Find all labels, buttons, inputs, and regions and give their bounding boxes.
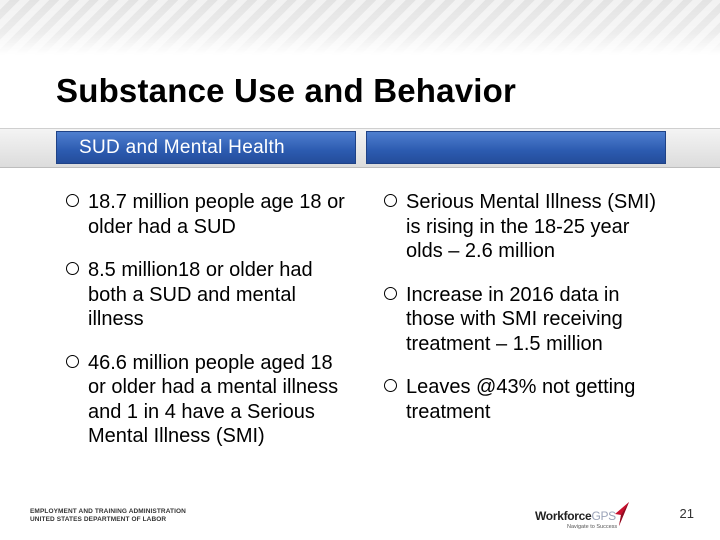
- list-item: 8.5 million18 or older had both a SUD an…: [62, 258, 352, 332]
- circle-bullet-icon: [384, 194, 397, 207]
- list-item: Leaves @43% not getting treatment: [380, 375, 670, 424]
- list-item: Increase in 2016 data in those with SMI …: [380, 283, 670, 357]
- logo-tagline: Navigate to Success: [567, 524, 618, 530]
- bullet-text: 8.5 million18 or older had both a SUD an…: [88, 259, 313, 330]
- circle-bullet-icon: [384, 379, 397, 392]
- stripe-fade: [0, 0, 720, 55]
- bullet-text: Increase in 2016 data in those with SMI …: [406, 283, 623, 355]
- left-column-header-text: SUD and Mental Health: [79, 137, 285, 158]
- bullet-text: Leaves @43% not getting treatment: [406, 376, 636, 423]
- slide-title: Substance Use and Behavior: [56, 72, 517, 109]
- logo-wordmark: WorkforceGPS: [535, 509, 616, 523]
- agency-name-line1: EMPLOYMENT AND TRAINING ADMINISTRATION: [30, 508, 186, 515]
- list-item: 18.7 million people age 18 or older had …: [62, 190, 352, 239]
- workforce-gps-logo: WorkforceGPS Navigate to Success: [533, 500, 633, 536]
- circle-bullet-icon: [66, 194, 79, 207]
- dol-eta-logo: EMPLOYMENT AND TRAINING ADMINISTRATION U…: [30, 508, 186, 524]
- list-item: Serious Mental Illness (SMI) is rising i…: [380, 190, 670, 264]
- gps-arrow-icon: [615, 502, 629, 526]
- bullet-text: Serious Mental Illness (SMI) is rising i…: [406, 191, 657, 262]
- right-bullet-list: Serious Mental Illness (SMI) is rising i…: [380, 190, 670, 443]
- left-bullet-list: 18.7 million people age 18 or older had …: [62, 190, 352, 468]
- circle-bullet-icon: [66, 262, 79, 275]
- logo-accent-text: GPS: [591, 509, 616, 523]
- bullet-text: 18.7 million people age 18 or older had …: [88, 191, 345, 238]
- agency-name-line2: UNITED STATES DEPARTMENT OF LABOR: [30, 516, 167, 523]
- circle-bullet-icon: [66, 354, 79, 368]
- bullet-text: 46.6 million people aged 18 or older had…: [88, 351, 339, 448]
- circle-bullet-icon: [384, 286, 397, 300]
- logo-main-text: Workforce: [535, 509, 592, 523]
- right-column-header: [366, 131, 666, 164]
- slide-number: 21: [679, 506, 694, 521]
- list-item: 46.6 million people aged 18 or older had…: [62, 351, 352, 449]
- left-column-header: SUD and Mental Health: [56, 131, 356, 164]
